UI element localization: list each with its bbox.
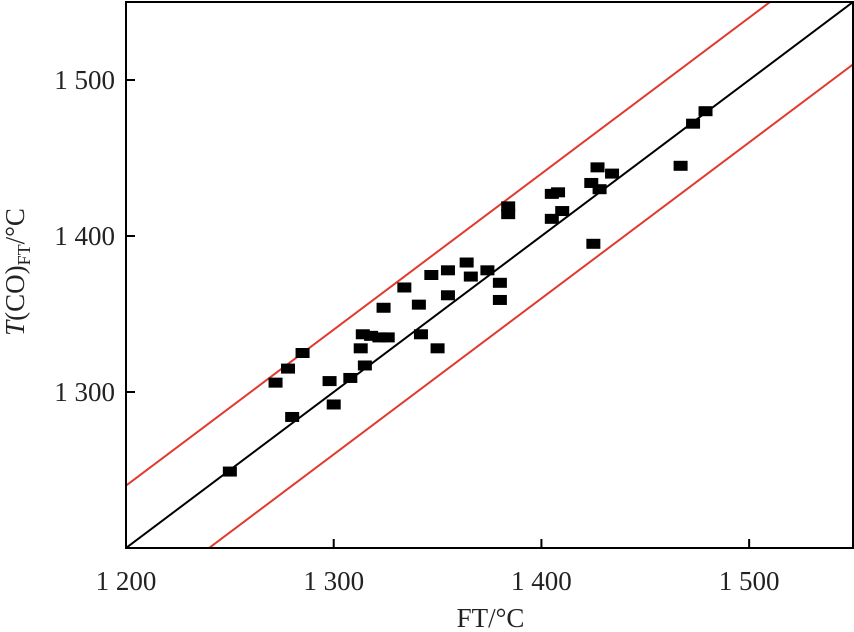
data-point xyxy=(380,332,395,343)
data-point xyxy=(584,177,599,188)
upper-bound-line xyxy=(126,2,772,487)
data-point xyxy=(544,213,559,224)
data-point xyxy=(281,363,296,374)
data-point xyxy=(268,377,283,388)
data-point xyxy=(413,329,428,340)
data-points xyxy=(222,106,713,477)
data-point xyxy=(686,118,701,129)
data-point xyxy=(411,299,426,310)
data-point xyxy=(430,343,445,354)
data-point xyxy=(586,238,601,249)
data-point xyxy=(463,271,478,282)
y-label-subscript: FT xyxy=(14,244,34,265)
x-tick-label: 1 200 xyxy=(96,566,157,596)
x-tick-label: 1 400 xyxy=(511,566,572,596)
y-label-main: (CO) xyxy=(0,265,30,321)
data-point xyxy=(295,348,310,358)
data-point xyxy=(222,466,237,477)
data-point xyxy=(590,162,605,173)
data-point xyxy=(357,360,372,371)
y-tick-label: 1 400 xyxy=(54,221,115,251)
data-point xyxy=(492,294,507,305)
x-axis-label: FT/°C xyxy=(457,603,525,632)
data-point xyxy=(355,329,370,340)
reference-lines xyxy=(126,2,853,548)
data-point xyxy=(326,399,341,410)
data-point xyxy=(605,168,620,179)
data-point xyxy=(555,206,570,217)
data-point xyxy=(440,265,455,276)
data-point xyxy=(364,330,379,341)
data-point xyxy=(322,376,337,387)
data-point xyxy=(424,270,439,280)
data-point xyxy=(551,187,566,198)
lower-bound-line xyxy=(207,63,853,548)
x-tick-label: 1 300 xyxy=(303,566,364,596)
data-point xyxy=(397,282,412,293)
data-point xyxy=(343,372,358,383)
data-point xyxy=(285,411,300,422)
data-point xyxy=(372,332,387,343)
y-axis-ticks: 1 300 1 400 1 500 xyxy=(54,65,135,407)
data-point xyxy=(376,302,391,313)
data-point xyxy=(440,290,455,301)
y-label-unit: /°C xyxy=(0,208,30,244)
data-point xyxy=(592,184,607,195)
plot-frame xyxy=(125,1,854,549)
data-point xyxy=(501,209,516,220)
data-point xyxy=(492,277,507,288)
x-axis-ticks: 1 200 1 300 1 400 1 500 xyxy=(96,539,780,596)
data-point xyxy=(353,343,368,354)
data-point xyxy=(480,265,495,276)
y-tick-label: 1 500 xyxy=(54,65,115,95)
y-label-symbol: T xyxy=(0,319,30,336)
data-point xyxy=(459,257,474,268)
data-point xyxy=(673,160,688,171)
y-axis-label: T(CO)FT/°C xyxy=(0,208,34,336)
y-tick-label: 1 300 xyxy=(54,377,115,407)
data-point xyxy=(501,201,516,212)
x-tick-label: 1 500 xyxy=(719,566,780,596)
data-point xyxy=(698,106,713,117)
